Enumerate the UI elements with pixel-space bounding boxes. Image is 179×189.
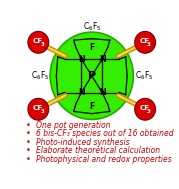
Text: N: N (99, 88, 105, 97)
Text: F: F (89, 43, 94, 52)
Text: Photo-induced synthesis: Photo-induced synthesis (36, 138, 130, 147)
Text: 3: 3 (40, 108, 44, 114)
Text: Photophysical and redox properties: Photophysical and redox properties (36, 155, 172, 163)
Text: C$_6$F$_5$: C$_6$F$_5$ (135, 70, 153, 82)
Text: 6 bis-CF₃ species out of 16 obtained: 6 bis-CF₃ species out of 16 obtained (36, 129, 174, 138)
Circle shape (135, 31, 156, 53)
Text: P: P (88, 71, 96, 81)
Text: •: • (25, 155, 30, 163)
Text: C$_6$F$_5$: C$_6$F$_5$ (83, 20, 101, 33)
Text: CF: CF (33, 105, 43, 111)
Text: One pot generation: One pot generation (36, 121, 111, 130)
Text: C$_6$F$_5$: C$_6$F$_5$ (30, 70, 49, 82)
Text: N: N (99, 55, 105, 64)
Text: •: • (25, 138, 30, 147)
Text: 3: 3 (40, 42, 44, 46)
Text: F: F (89, 102, 94, 111)
Text: •: • (25, 121, 30, 130)
Text: 3: 3 (147, 42, 151, 46)
Text: CF: CF (139, 105, 150, 111)
Circle shape (28, 98, 49, 120)
Text: •: • (25, 146, 30, 155)
Text: CF: CF (139, 38, 150, 44)
Text: N: N (78, 55, 85, 64)
Text: CF: CF (33, 38, 43, 44)
Circle shape (135, 98, 156, 120)
Circle shape (50, 32, 133, 119)
Text: Elaborate theoretical calculation: Elaborate theoretical calculation (36, 146, 160, 155)
Text: N: N (78, 88, 85, 97)
Text: 3: 3 (147, 108, 151, 114)
Circle shape (28, 31, 49, 53)
Text: •: • (25, 129, 30, 138)
